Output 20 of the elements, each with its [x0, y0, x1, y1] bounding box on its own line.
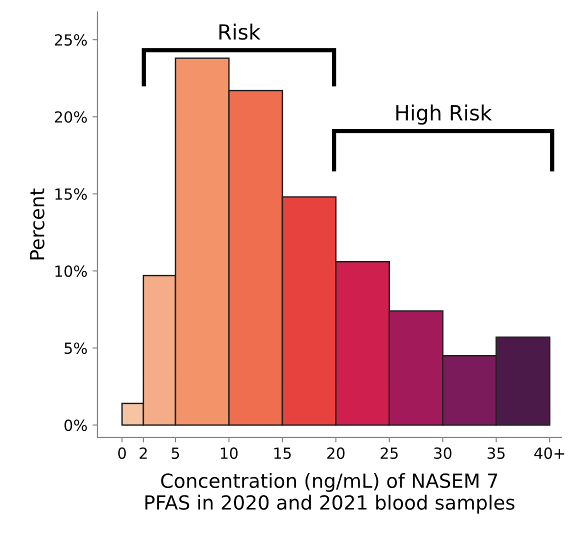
annotation: Risk — [219, 24, 260, 40]
y-tick-label: 15% — [55, 188, 87, 200]
y-tick-label: 20% — [54, 111, 87, 123]
y-tick-label: 10% — [55, 265, 87, 277]
x-tick-label: 10 — [220, 447, 238, 459]
y-axis-title: Percent — [30, 188, 44, 260]
x-axis-title: Concentration (ng/mL) of NASEM 7 PFAS in 2020 and 2021 blood samples — [145, 473, 514, 514]
annotation: High Risk — [396, 104, 492, 125]
x-tick-label: 20 — [327, 447, 345, 459]
x-tick-label: 15 — [274, 448, 291, 459]
x-tick-label: 35 — [488, 447, 505, 459]
x-tick-label: 25 — [380, 447, 398, 459]
y-tick-label: 25% — [54, 34, 87, 46]
x-tick-label: 2 — [140, 447, 147, 459]
x-tick-label: 40+ — [534, 447, 564, 459]
y-tick-label: 0% — [64, 420, 87, 432]
x-tick-label: 0 — [118, 447, 126, 459]
x-tick-label: 5 — [172, 448, 180, 459]
y-tick-label: 5% — [64, 342, 87, 354]
x-tick-label: 30 — [434, 447, 452, 459]
